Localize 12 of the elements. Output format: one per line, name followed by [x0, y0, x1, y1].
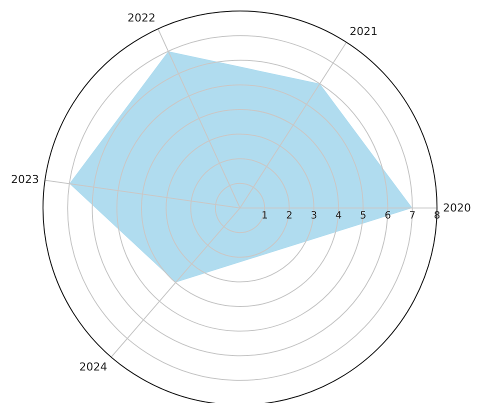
spoke-label: 2021 [350, 25, 378, 38]
spoke-label: 2020 [443, 202, 471, 214]
spoke-label: 2024 [79, 360, 108, 374]
y-tick-label: 7 [409, 210, 416, 222]
y-tick-label: 5 [360, 210, 366, 222]
spoke-label: 2022 [128, 11, 156, 24]
y-tick-label: 3 [310, 210, 318, 222]
y-tick-label: 1 [261, 210, 268, 222]
spoke-label: 2023 [11, 172, 40, 186]
y-tick-label: 6 [384, 210, 391, 222]
y-tick-label: 2 [286, 210, 292, 222]
y-tick-label: 4 [335, 210, 342, 222]
